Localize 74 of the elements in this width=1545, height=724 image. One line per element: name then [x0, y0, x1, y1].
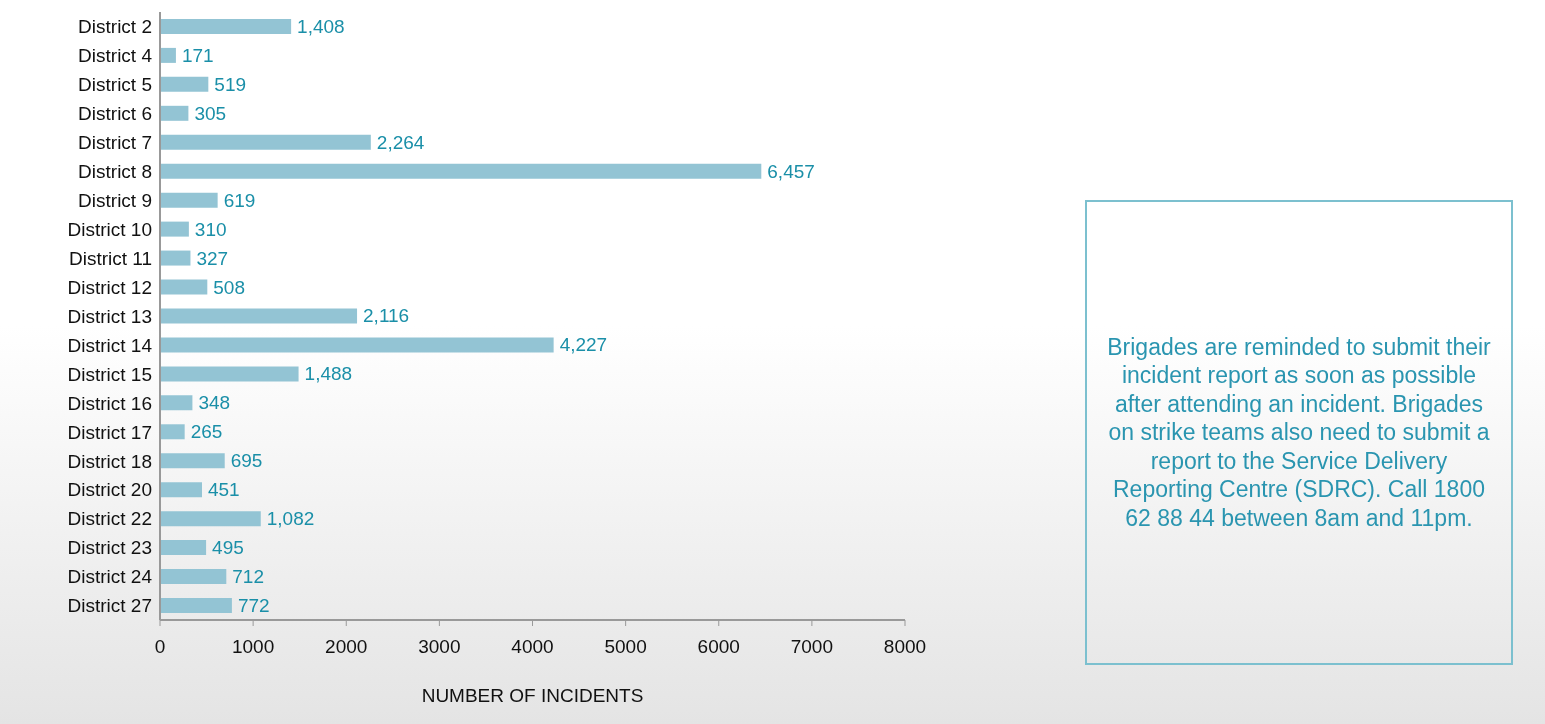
y-tick-label: District 7: [78, 132, 152, 154]
bar: [160, 163, 762, 179]
bar: [160, 453, 225, 469]
data-label: 305: [194, 102, 227, 124]
bar: [160, 250, 191, 266]
y-tick-label: District 5: [78, 74, 152, 96]
bar: [160, 482, 202, 498]
x-axis-title: NUMBER OF INCIDENTS: [421, 685, 644, 706]
y-tick-label: District 17: [67, 421, 152, 443]
x-tick-label: 3000: [418, 636, 461, 658]
bar: [160, 540, 207, 556]
y-tick-label: District 8: [78, 160, 152, 182]
y-tick-label: District 2: [78, 16, 152, 38]
y-tick-label: District 12: [67, 276, 152, 298]
data-label: 2,264: [376, 131, 425, 153]
x-tick-label: 4000: [511, 636, 554, 658]
y-tick-label: District 16: [67, 392, 152, 414]
y-tick-label: District 11: [68, 247, 152, 269]
bar: [160, 511, 261, 527]
data-label: 712: [232, 566, 265, 588]
data-label: 772: [237, 595, 270, 616]
y-tick-label: District 4: [78, 45, 153, 67]
bar: [160, 18, 292, 34]
bar: [160, 47, 176, 63]
y-tick-label: District 15: [67, 363, 152, 385]
data-label: 265: [190, 421, 223, 443]
y-tick-label: District 24: [67, 566, 153, 588]
bar: [160, 569, 227, 585]
bar: [160, 424, 185, 440]
data-label: 695: [230, 450, 263, 472]
y-tick-label: District 27: [67, 595, 152, 617]
data-label: 619: [223, 189, 256, 211]
x-tick-label: 7000: [790, 636, 834, 658]
y-tick-label: District 20: [67, 479, 152, 501]
data-label: 348: [198, 392, 231, 414]
bar: [160, 192, 218, 208]
y-tick-label: District 6: [78, 103, 152, 125]
bar: [160, 279, 208, 295]
y-tick-label: District 23: [67, 537, 152, 559]
bar: [160, 221, 189, 237]
x-tick-label: 1000: [231, 636, 275, 658]
bar: [160, 337, 554, 353]
data-label: 495: [212, 537, 244, 559]
x-tick-label: 8000: [883, 636, 927, 658]
bar: [160, 134, 371, 150]
data-label: 519: [214, 73, 247, 95]
x-tick-label: 5000: [604, 636, 647, 658]
data-label: 6,457: [767, 160, 815, 182]
y-tick-label: District 9: [78, 189, 152, 211]
bar: [160, 308, 358, 324]
data-label: 4,227: [559, 334, 608, 356]
data-label: 508: [213, 276, 246, 298]
bar: [160, 105, 189, 121]
y-tick-label: District 22: [67, 508, 152, 530]
y-tick-label: District 10: [67, 218, 152, 240]
bar: [160, 598, 232, 613]
x-tick-label: 6000: [697, 636, 740, 658]
data-label: 327: [196, 247, 229, 269]
bar: [160, 366, 299, 382]
data-label: 2,116: [363, 305, 410, 327]
text: Brigades are reminded to submit their incident report as soon as possible after attending an incident. Brigades on strike teams also need to submit a report to the Service Delivery Reporting Centre (SDRC). Call 1800 62 88 44 between 8am and 11pm.: [1106, 332, 1492, 533]
data-label: 171: [181, 44, 214, 66]
y-tick-label: District 13: [67, 305, 152, 327]
bar: [160, 395, 193, 411]
data-label: 1,082: [266, 508, 315, 530]
data-label: 1,408: [297, 15, 345, 37]
data-label: 1,488: [304, 363, 353, 385]
y-tick-label: District 14: [67, 334, 153, 356]
bar: [160, 76, 209, 92]
x-tick-label: 0: [154, 636, 166, 658]
y-tick-label: District 18: [67, 450, 152, 472]
data-label: 451: [208, 479, 240, 501]
x-tick-label: 2000: [325, 636, 368, 658]
data-label: 310: [194, 218, 227, 240]
